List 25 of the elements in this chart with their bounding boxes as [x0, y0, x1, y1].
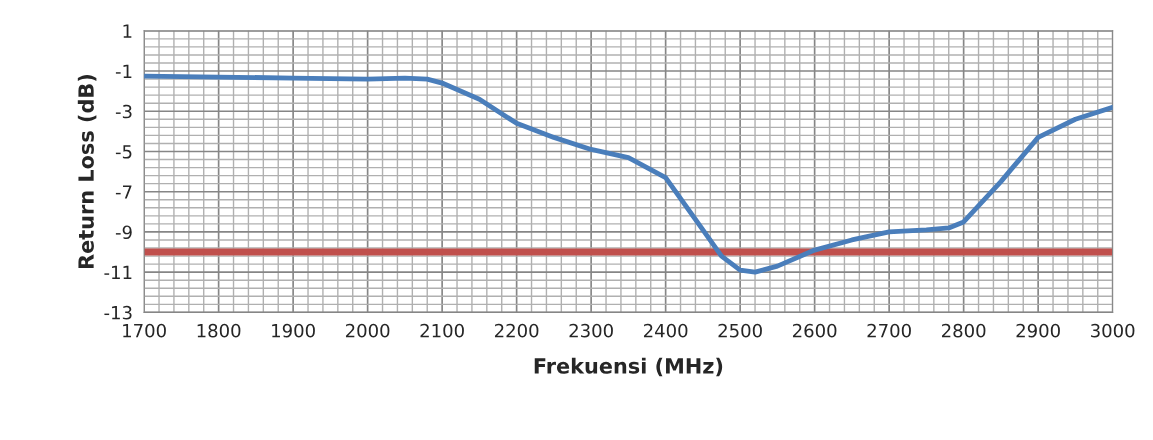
y-tick-label: 1: [123, 24, 132, 38]
x-tick-label: 2300: [569, 323, 613, 338]
x-tick-label: 2600: [792, 323, 837, 338]
x-tick-label: 1900: [272, 323, 315, 338]
y-tick-label: -13: [104, 305, 132, 320]
y-tick-label: -5: [115, 145, 132, 159]
x-tick-label: 2900: [1016, 323, 1060, 338]
y-tick-label: -3: [115, 104, 132, 119]
x-tick-label: 1700: [123, 323, 166, 338]
line-series: [144, 73, 1113, 275]
x-axis-title: Frekuensi (MHz): [534, 357, 723, 377]
x-tick-label: 2000: [345, 323, 390, 338]
x-tick-label: 3000: [1091, 323, 1135, 338]
x-tick-label: 2200: [494, 323, 539, 338]
y-axis-title: Return Loss (dB): [77, 74, 97, 269]
x-tick-label: 1800: [197, 323, 241, 338]
x-tick-label: 2400: [643, 323, 688, 338]
x-tick-label: 2800: [941, 323, 986, 338]
x-tick-label: 2500: [718, 323, 762, 338]
x-tick-label: 2100: [420, 323, 464, 338]
y-tick-label: -11: [104, 265, 132, 280]
y-tick-label: -7: [115, 185, 132, 199]
y-tick-label: -1: [115, 64, 132, 78]
x-tick-label: 2700: [867, 323, 911, 338]
y-tick-label: -9: [115, 225, 132, 240]
